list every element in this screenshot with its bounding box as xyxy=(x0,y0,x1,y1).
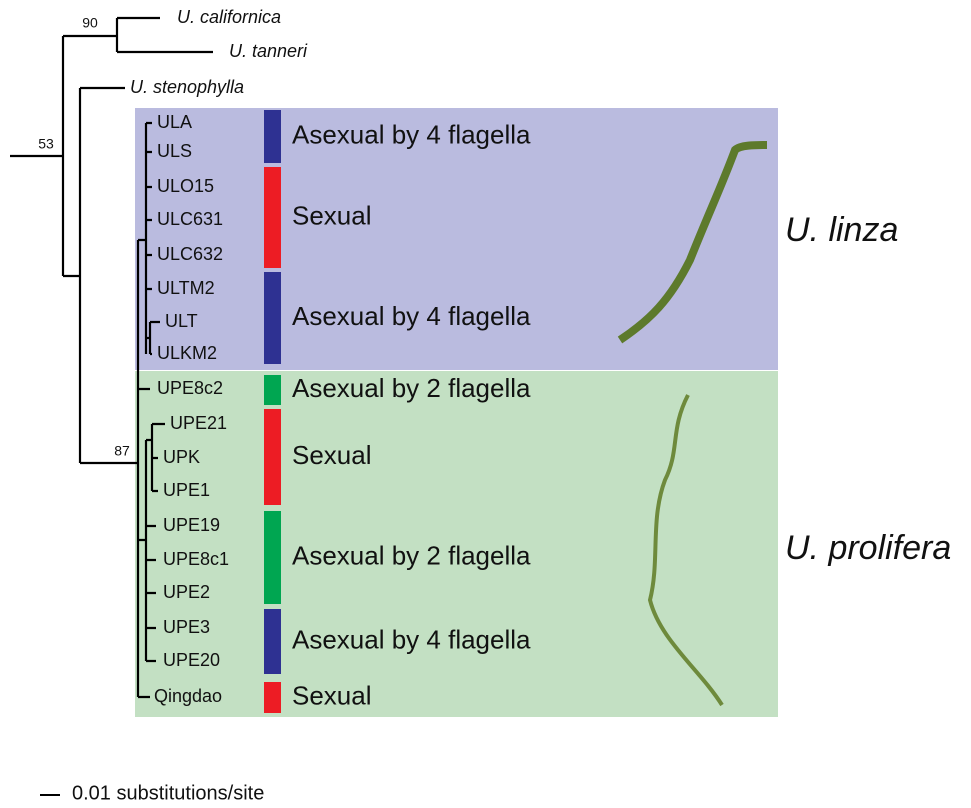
leaf-label: UPE8c2 xyxy=(157,378,223,398)
leaf-label: UPE8c1 xyxy=(163,549,229,569)
reproduction-bar xyxy=(264,511,281,604)
leaf-label: Qingdao xyxy=(154,686,222,706)
leaf-label: ULTM2 xyxy=(157,278,215,298)
leaf-label: ULC632 xyxy=(157,244,223,264)
leaf-label: ULKM2 xyxy=(157,343,217,363)
clade-label: U. prolifera xyxy=(785,529,951,567)
leaf-label: UPE1 xyxy=(163,480,210,500)
reproduction-label: Sexual xyxy=(292,200,372,230)
reproduction-label: Asexual by 4 flagella xyxy=(292,119,531,149)
leaf-label: ULO15 xyxy=(157,176,214,196)
leaf-label: UPE3 xyxy=(163,617,210,637)
reproduction-label: Asexual by 4 flagella xyxy=(292,624,531,654)
reproduction-label: Asexual by 4 flagella xyxy=(292,301,531,331)
reproduction-label: Asexual by 2 flagella xyxy=(292,373,531,403)
reproduction-label: Asexual by 2 flagella xyxy=(292,540,531,570)
leaf-label: ULC631 xyxy=(157,209,223,229)
leaf-label: UPK xyxy=(163,447,200,467)
reproduction-bar xyxy=(264,272,281,364)
leaf-label: ULS xyxy=(157,141,192,161)
reproduction-label: Sexual xyxy=(292,440,372,470)
reproduction-bar xyxy=(264,609,281,674)
bootstrap: 87 xyxy=(114,443,130,459)
clade-label: U. linza xyxy=(785,211,898,249)
phylogenetic-tree: 0.01 substitutions/site 90 53 87 U. cali… xyxy=(0,0,971,803)
leaf-label: ULT xyxy=(165,311,198,331)
reproduction-bar xyxy=(264,110,281,163)
reproduction-bar xyxy=(264,409,281,505)
scale-label: 0.01 substitutions/site xyxy=(72,782,264,803)
outgroup-label: U. tanneri xyxy=(229,41,308,61)
bootstrap: 90 xyxy=(82,15,98,31)
reproduction-bar xyxy=(264,375,281,405)
outgroup-label: U. stenophylla xyxy=(130,77,244,97)
leaf-label: UPE19 xyxy=(163,515,220,535)
reproduction-label: Sexual xyxy=(292,680,372,710)
leaf-label: UPE2 xyxy=(163,582,210,602)
reproduction-bar xyxy=(264,167,281,268)
leaf-label: UPE20 xyxy=(163,650,220,670)
leaf-label: UPE21 xyxy=(170,413,227,433)
bootstrap: 53 xyxy=(38,136,54,152)
leaf-label: ULA xyxy=(157,112,192,132)
reproduction-bar xyxy=(264,682,281,713)
outgroup-label: U. californica xyxy=(177,7,281,27)
